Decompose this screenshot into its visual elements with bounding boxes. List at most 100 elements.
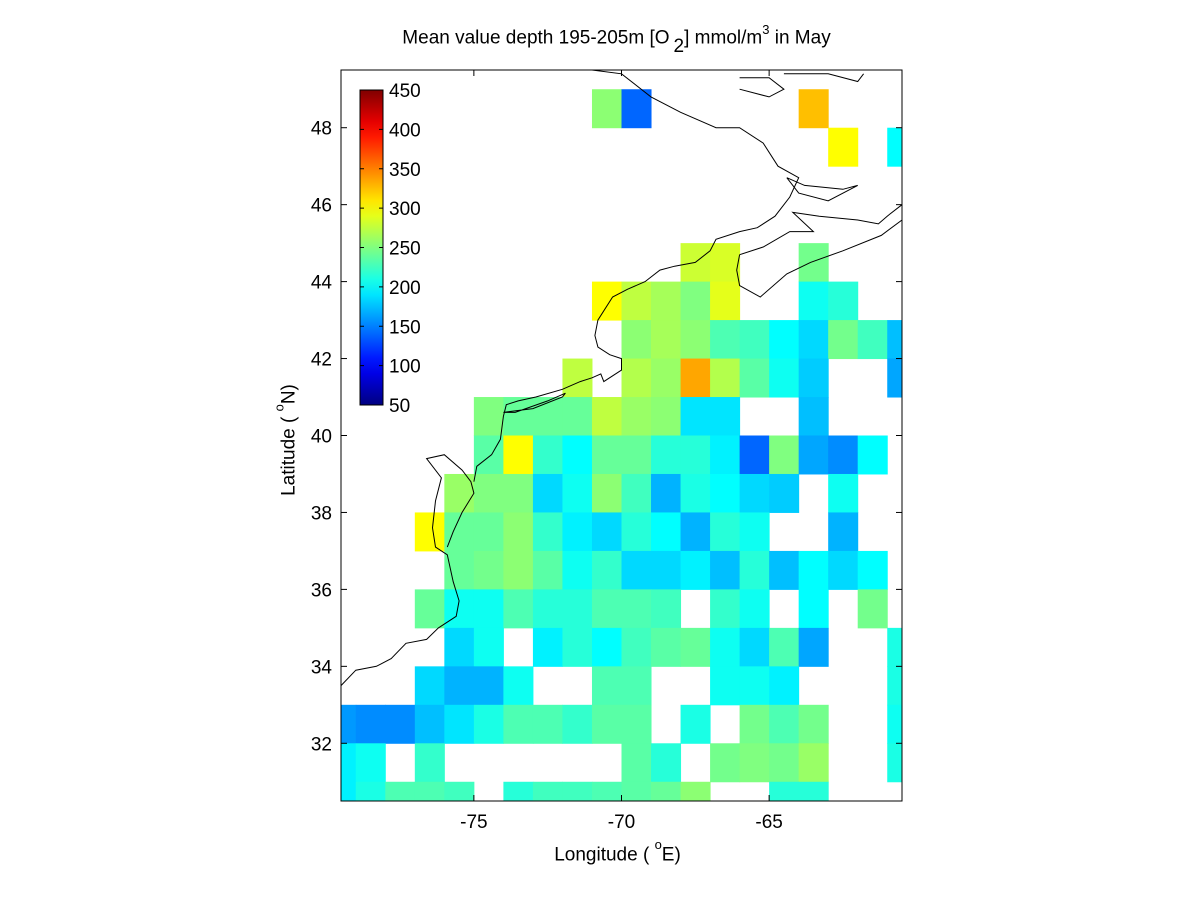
heatmap-cell — [621, 397, 652, 436]
heatmap-cell — [798, 243, 829, 283]
heatmap-cell — [680, 627, 711, 667]
heatmap-cell — [798, 89, 829, 129]
heatmap-cell — [857, 550, 888, 590]
heatmap-cell — [562, 473, 593, 513]
heatmap-cell — [651, 397, 682, 436]
heatmap-cell — [651, 512, 682, 552]
heatmap-cell — [621, 589, 652, 629]
colorbar-tick-label: 350 — [389, 160, 421, 181]
heatmap-cell — [798, 358, 829, 398]
heatmap-cell — [798, 320, 829, 360]
heatmap-cell — [473, 397, 504, 436]
heatmap-cell — [798, 435, 829, 475]
heatmap-cell — [739, 473, 770, 513]
colorbar-tick-label: 400 — [389, 120, 421, 141]
heatmap-cell — [621, 473, 652, 513]
heatmap-cell — [562, 589, 593, 629]
colorbar-tick-label: 250 — [389, 239, 421, 260]
y-tick-label: 40 — [311, 427, 332, 448]
heatmap-cell — [473, 704, 504, 744]
heatmap-cell — [532, 589, 563, 629]
heatmap-cell — [710, 666, 741, 706]
coastline-segment — [340, 454, 475, 686]
heatmap-cell — [341, 704, 357, 744]
heatmap-cell — [769, 435, 800, 475]
heatmap-cell — [591, 397, 622, 436]
heatmap-cell — [857, 320, 888, 360]
heatmap-cell — [591, 435, 622, 475]
heatmap-cell — [621, 435, 652, 475]
heatmap-cell — [857, 589, 888, 629]
x-ticks: -75 -70 -65 — [460, 70, 783, 833]
heatmap-cell — [385, 781, 416, 802]
heatmap-cell — [591, 550, 622, 590]
heatmap-cell — [798, 781, 829, 802]
heatmap-cell — [680, 281, 711, 321]
heatmap-cell — [562, 781, 593, 802]
heatmap-cell — [739, 704, 770, 744]
heatmap-cell — [887, 666, 903, 706]
x-axis-label: Longitude ( oE) — [0, 837, 1200, 866]
x-tick-label: -75 — [460, 812, 487, 833]
heatmap-cell — [769, 666, 800, 706]
heatmap-cell — [769, 743, 800, 783]
y-ticks: 32 34 36 38 40 42 44 46 48 — [311, 119, 902, 755]
heatmap-cell — [562, 627, 593, 667]
heatmap-cell — [591, 666, 622, 706]
heatmap-cell — [887, 704, 903, 744]
heatmap-cell — [680, 320, 711, 360]
heatmap-cell — [710, 358, 741, 398]
heatmap-cell — [651, 435, 682, 475]
y-tick-label: 38 — [311, 503, 332, 524]
heatmap-cell — [444, 589, 475, 629]
heatmap-cell — [532, 781, 563, 802]
heatmap-cell — [739, 589, 770, 629]
heatmap-cell — [828, 512, 859, 552]
heatmap-cell — [651, 781, 682, 802]
colorbar-tick-label: 50 — [389, 396, 410, 417]
heatmap-cell — [710, 550, 741, 590]
colorbar-tick-label: 200 — [389, 278, 421, 299]
heatmap-cell — [710, 512, 741, 552]
heatmap-cell — [769, 550, 800, 590]
heatmap-cell — [503, 397, 534, 436]
heatmap-cell — [621, 512, 652, 552]
heatmap-cell — [562, 704, 593, 744]
heatmap-cell — [473, 589, 504, 629]
heatmap-cell — [444, 781, 475, 802]
heatmap-cell — [710, 743, 741, 783]
heatmap-cell — [532, 704, 563, 744]
heatmap-cell — [769, 320, 800, 360]
heatmap-cell — [444, 550, 475, 590]
heatmap-cell — [503, 435, 534, 475]
y-axis-label: Latitude ( oN) — [271, 384, 300, 496]
heatmap-cell — [355, 704, 386, 744]
x-tick-label: -70 — [608, 812, 635, 833]
heatmap-cell — [651, 473, 682, 513]
title-suffix: in May — [769, 27, 831, 49]
heatmap-cell — [769, 781, 800, 802]
heatmap-cell — [532, 473, 563, 513]
heatmap-cell — [680, 704, 711, 744]
heatmap-cell — [473, 512, 504, 552]
heatmap-cell — [710, 243, 741, 283]
heatmap-cell — [710, 281, 741, 321]
heatmap-cell — [621, 358, 652, 398]
heatmap-cell — [621, 781, 652, 802]
heatmap-cell — [503, 473, 534, 513]
heatmap-cell — [532, 550, 563, 590]
heatmap-cell — [739, 320, 770, 360]
heatmap-cell — [341, 743, 357, 783]
heatmap-cell — [680, 397, 711, 436]
y-tick-label: 34 — [311, 657, 333, 678]
heatmap-cell — [739, 358, 770, 398]
coastline-segment — [473, 69, 800, 482]
heatmap-cell — [591, 512, 622, 552]
heatmap-cell — [562, 435, 593, 475]
heatmap-cell — [414, 781, 445, 802]
heatmap-cell — [828, 320, 859, 360]
heatmap-cell — [739, 435, 770, 475]
heatmap-cell — [769, 704, 800, 744]
heatmap-cell — [680, 358, 711, 398]
heatmap-cell — [798, 397, 829, 436]
